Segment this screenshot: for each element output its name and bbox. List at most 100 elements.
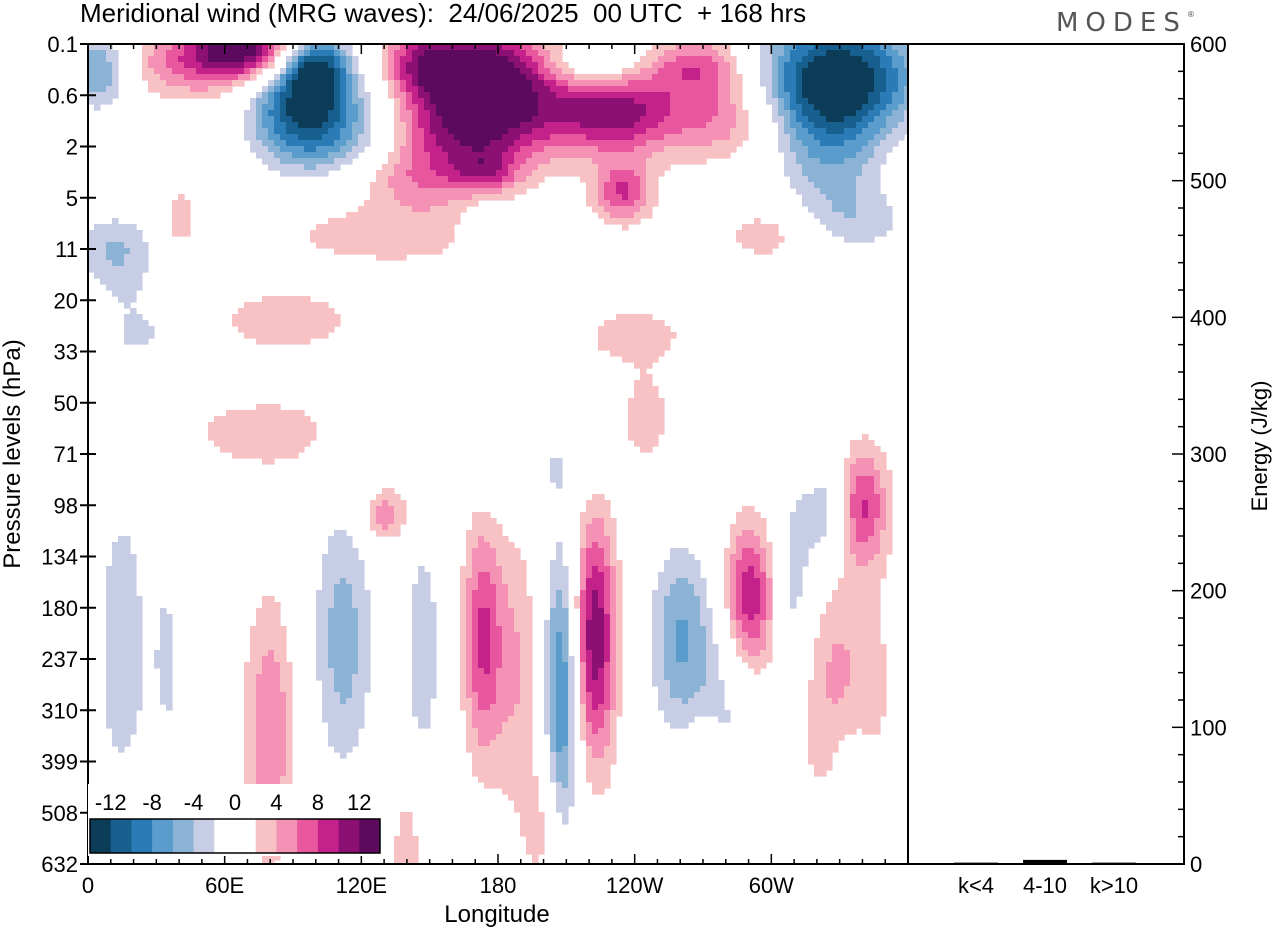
field-cell xyxy=(100,242,107,249)
field-cell xyxy=(124,644,131,651)
field-cell xyxy=(766,62,773,69)
field-cell xyxy=(442,98,449,105)
field-cell xyxy=(658,422,665,429)
field-cell xyxy=(904,122,908,129)
field-cell xyxy=(316,626,323,633)
field-cell xyxy=(496,182,503,189)
field-cell xyxy=(772,50,779,57)
field-cell xyxy=(322,560,329,567)
field-cell xyxy=(700,578,707,585)
field-cell xyxy=(652,332,659,339)
field-cell xyxy=(364,104,371,111)
field-cell xyxy=(868,50,875,57)
field-cell xyxy=(604,194,611,201)
field-cell xyxy=(604,320,611,327)
field-cell xyxy=(604,506,611,513)
field-cell xyxy=(502,614,509,621)
field-cell xyxy=(484,572,491,579)
field-cell xyxy=(610,320,617,327)
field-cell xyxy=(130,254,137,261)
field-cell xyxy=(100,236,107,243)
field-cell xyxy=(514,98,521,105)
field-cell xyxy=(310,158,317,165)
field-cell xyxy=(892,134,899,141)
field-cell xyxy=(880,230,887,237)
field-cell xyxy=(868,566,875,573)
field-cell xyxy=(496,62,503,69)
field-cell xyxy=(544,86,551,93)
field-cell xyxy=(598,140,605,147)
field-cell xyxy=(658,74,665,81)
field-cell xyxy=(514,146,521,153)
field-cell xyxy=(844,518,851,525)
field-cell xyxy=(664,656,671,663)
field-cell xyxy=(766,632,773,639)
field-cell xyxy=(118,602,125,609)
field-cell xyxy=(136,266,143,273)
field-cell xyxy=(268,50,275,57)
field-cell xyxy=(760,590,767,597)
field-cell xyxy=(304,434,311,441)
field-cell xyxy=(484,578,491,585)
field-cell xyxy=(94,50,101,57)
field-cell xyxy=(556,92,563,99)
field-cell xyxy=(406,140,413,147)
field-cell xyxy=(502,638,509,645)
field-cell xyxy=(502,62,509,69)
field-cell xyxy=(634,104,641,111)
field-cell xyxy=(874,188,881,195)
field-cell xyxy=(496,644,503,651)
field-cell xyxy=(226,428,233,435)
field-cell xyxy=(460,626,467,633)
field-cell xyxy=(118,626,125,633)
field-cell xyxy=(580,164,587,171)
field-cell xyxy=(412,62,419,69)
field-cell xyxy=(862,470,869,477)
field-cell xyxy=(424,50,431,57)
field-cell xyxy=(322,104,329,111)
field-cell xyxy=(268,608,275,615)
field-cell xyxy=(784,158,791,165)
field-cell xyxy=(346,44,353,51)
field-cell xyxy=(478,86,485,93)
field-cell xyxy=(340,536,347,543)
field-cell xyxy=(580,608,587,615)
field-cell xyxy=(664,110,671,117)
field-cell xyxy=(484,146,491,153)
field-cell xyxy=(868,500,875,507)
field-cell xyxy=(652,320,659,327)
field-cell xyxy=(190,80,197,87)
field-cell xyxy=(418,596,425,603)
field-cell xyxy=(478,518,485,525)
field-cell xyxy=(292,416,299,423)
field-cell xyxy=(274,404,281,411)
field-cell xyxy=(562,620,569,627)
field-cell xyxy=(712,80,719,87)
field-cell xyxy=(454,146,461,153)
field-cell xyxy=(862,230,869,237)
field-cell xyxy=(868,452,875,459)
field-cell xyxy=(250,434,257,441)
field-cell xyxy=(820,656,827,663)
field-cell xyxy=(424,188,431,195)
field-cell xyxy=(640,380,647,387)
field-cell xyxy=(580,638,587,645)
field-cell xyxy=(268,620,275,627)
field-cell xyxy=(754,560,761,567)
field-cell xyxy=(472,584,479,591)
field-cell xyxy=(670,92,677,99)
field-cell xyxy=(688,92,695,99)
field-cell xyxy=(262,62,269,69)
field-cell xyxy=(802,98,809,105)
field-cell xyxy=(94,104,101,111)
field-cell xyxy=(268,596,275,603)
field-cell xyxy=(298,104,305,111)
field-cell xyxy=(862,218,869,225)
field-cell xyxy=(658,416,665,423)
field-cell xyxy=(628,194,635,201)
field-cell xyxy=(790,182,797,189)
field-cell xyxy=(130,332,137,339)
field-cell xyxy=(886,134,893,141)
field-cell xyxy=(598,500,605,507)
field-cell xyxy=(736,524,743,531)
